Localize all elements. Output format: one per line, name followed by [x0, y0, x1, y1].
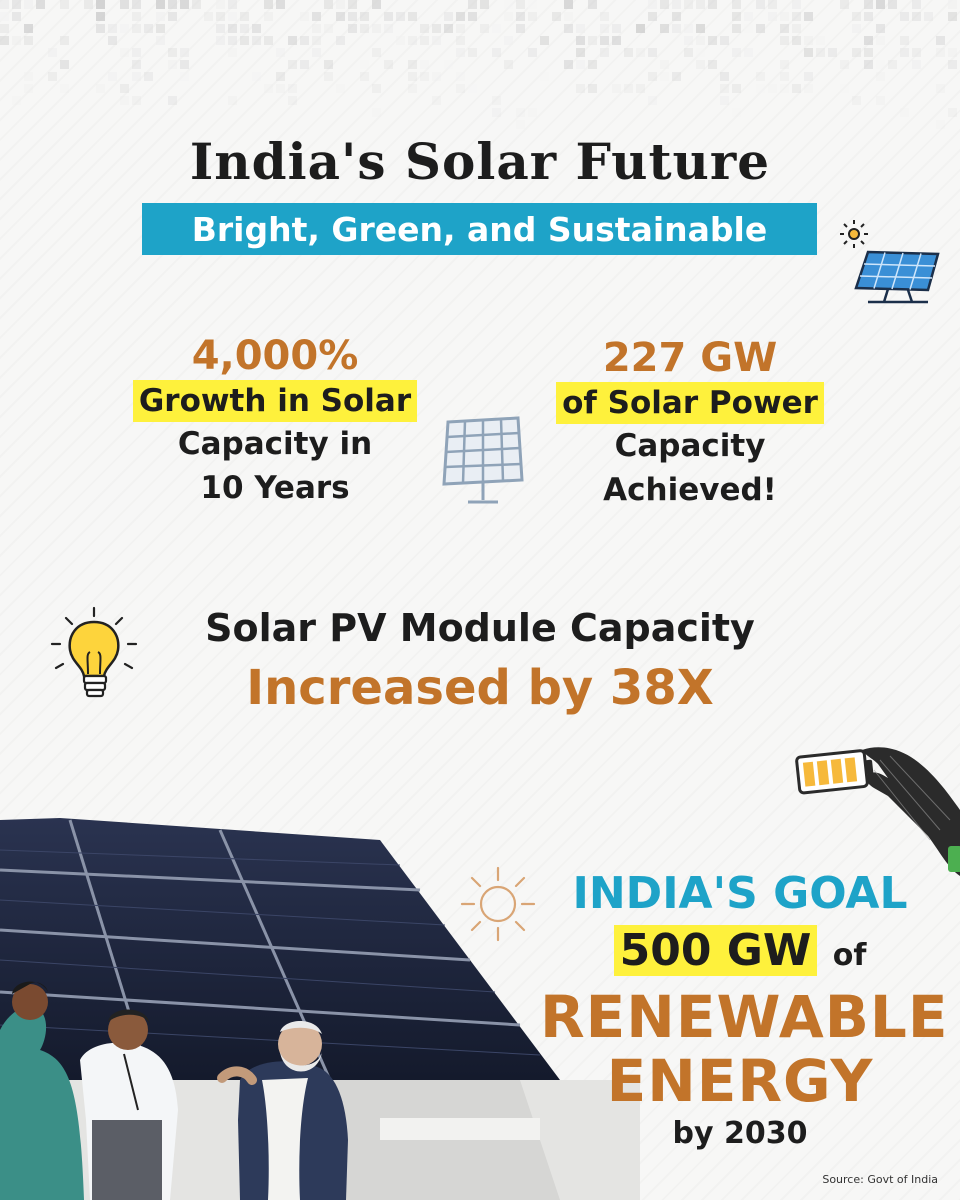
stat-growth-highlight: Growth in Solar [132, 380, 418, 422]
stat-capacity-line2: Achieved! [603, 472, 777, 508]
goal-year: by 2030 [672, 1116, 808, 1151]
goal-energy: ENERGY [606, 1047, 874, 1115]
goal-target-row: 500 GW of [540, 922, 940, 985]
solar-panel-icon [442, 416, 524, 504]
goal-section: INDIA'S GOAL 500 GW of RENEWABLE ENERGY … [540, 866, 949, 1155]
module-capacity-heading: Solar PV Module Capacity [205, 606, 755, 650]
stat-growth-line1: Capacity in [177, 426, 373, 462]
subtitle-text: Bright, Green, and Sustainable [191, 209, 768, 249]
sun-icon [460, 866, 536, 942]
goal-renewable: RENEWABLE [540, 983, 949, 1051]
solar-panel-sun-icon [840, 220, 940, 304]
goal-title: INDIA'S GOAL [572, 868, 908, 919]
stat-growth-value: 4,000% [191, 333, 359, 379]
page-title: India's Solar Future [189, 132, 771, 191]
stat-capacity-value: 227 GW [602, 335, 778, 381]
module-capacity-increase: Increased by 38X [246, 660, 714, 716]
stat-growth-line2: 10 Years [200, 470, 350, 506]
stat-capacity-line1: Capacity [614, 428, 766, 464]
battery-hand-icon [795, 747, 960, 876]
stat-growth: 4,000% Growth in Solar Capacity in 10 Ye… [120, 332, 430, 510]
stat-capacity: 227 GW of Solar Power Capacity Achieved! [540, 334, 840, 512]
lightbulb-icon [50, 606, 138, 698]
subtitle-banner: Bright, Green, and Sustainable [142, 203, 817, 255]
stat-capacity-highlight: of Solar Power [556, 382, 824, 424]
goal-of-text: of [832, 938, 867, 973]
rooftop-solar-photo [0, 818, 640, 1200]
source-credit: Source: Govt of India [822, 1173, 938, 1186]
battery-hand-accent [948, 846, 960, 872]
pixel-pattern-decoration [0, 0, 957, 129]
goal-target-value: 500 GW [613, 925, 818, 976]
